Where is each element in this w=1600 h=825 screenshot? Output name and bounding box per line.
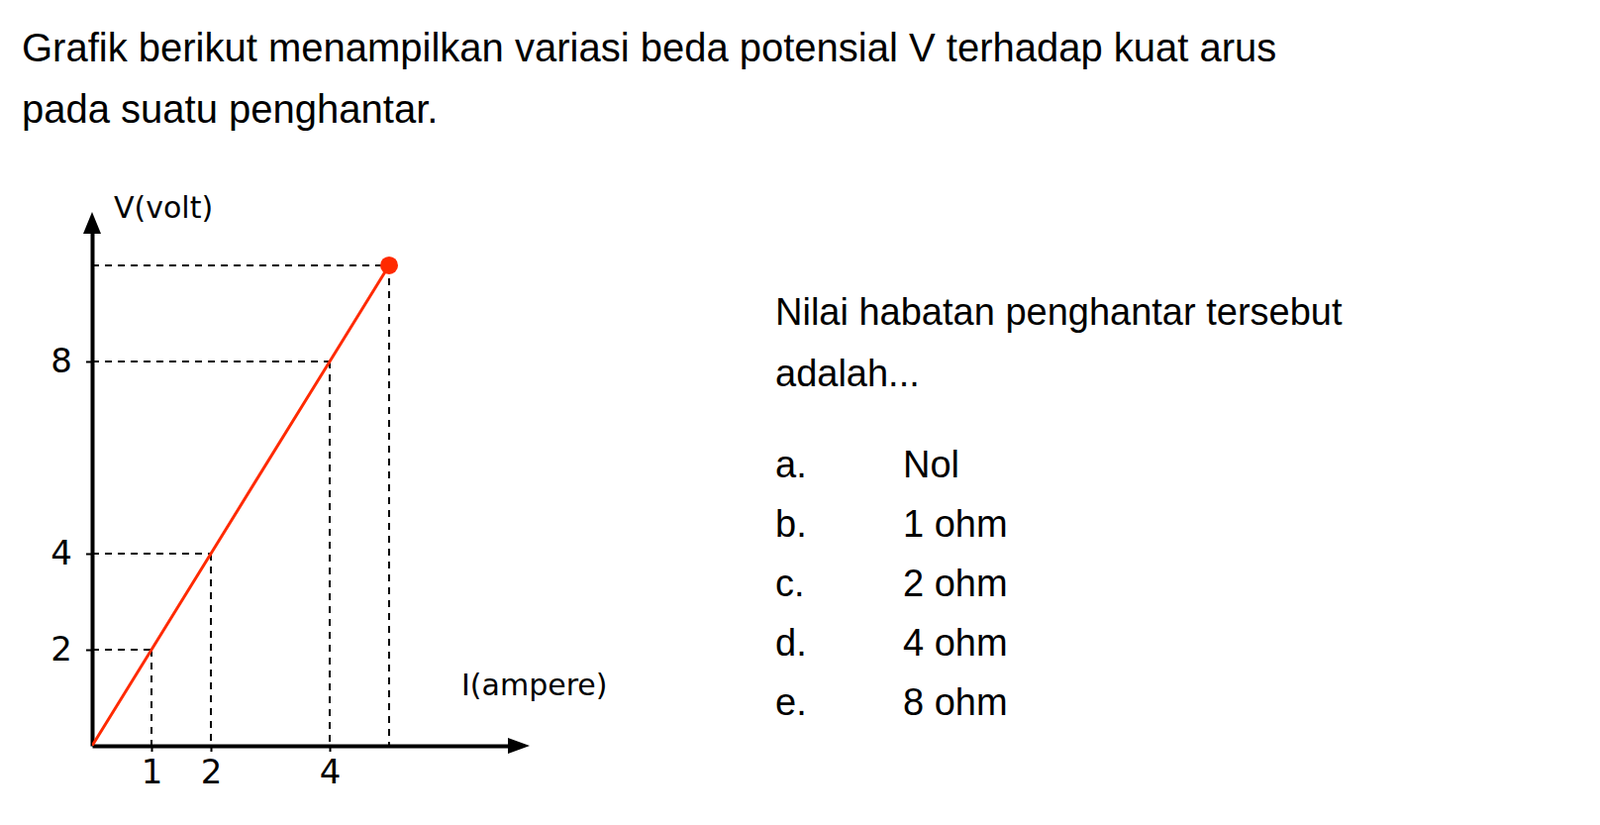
y-axis: 2 4 8 [50,232,93,747]
question-line: pada suatu penghantar. [21,87,438,131]
tick: 2 [50,628,93,669]
option-text: Nol [902,443,960,486]
data-line [92,265,390,746]
axis-line [91,232,96,747]
prompt-line: adalah... [775,352,920,395]
option-letter: d. [775,621,807,664]
tick-mark [151,745,154,752]
guide-horizontal [92,360,330,363]
tick-label: 8 [50,340,73,381]
tick-label: 4 [319,751,342,792]
tick-mark [329,745,332,752]
x-axis: 12 4 [93,745,509,792]
option-text: 8 ohm [902,681,1008,723]
guide-vertical [328,361,331,746]
tick: 2 [200,745,223,792]
guide-horizontal [92,552,211,555]
axis-line [93,744,509,749]
option-letter: a. [775,443,807,486]
tick-mark [210,745,213,752]
guide-vertical [388,265,391,746]
option-letter: e. [775,681,807,723]
tick-label: 1 [141,751,164,792]
option-text: 1 ohm [902,502,1008,545]
x-arrow [507,737,530,754]
y-axis-title: V(volt) [113,190,213,225]
tick: 4 [319,745,342,792]
option-text: 4 ohm [902,621,1008,664]
tick-mark [86,552,93,555]
x-axis-title: I(ampere) [461,667,608,702]
guide-horizontal [92,264,390,267]
plot [92,256,399,746]
tick-mark [86,360,93,363]
tick-label: 2 [200,751,223,792]
y-arrow [83,211,101,234]
option-letter: c. [775,562,805,604]
page: Grafik berikut menampilkan variasi beda … [0,0,1600,825]
tick-mark [86,648,93,651]
end-point [380,256,399,275]
guide-horizontal [92,648,152,651]
tick: 8 [50,340,93,381]
tick: 1 [141,745,164,792]
prompt-line: Nilai habatan penghantar tersebut [775,291,1343,333]
guide-vertical [209,553,212,746]
option-text: 2 ohm [902,562,1008,604]
option-letter: b. [775,502,807,545]
tick-label: 2 [50,628,73,669]
tick-label: 4 [50,532,73,573]
guides [92,265,390,746]
question-line: Grafik berikut menampilkan variasi beda … [21,25,1277,70]
guide-vertical [150,649,153,746]
tick: 4 [50,532,93,573]
